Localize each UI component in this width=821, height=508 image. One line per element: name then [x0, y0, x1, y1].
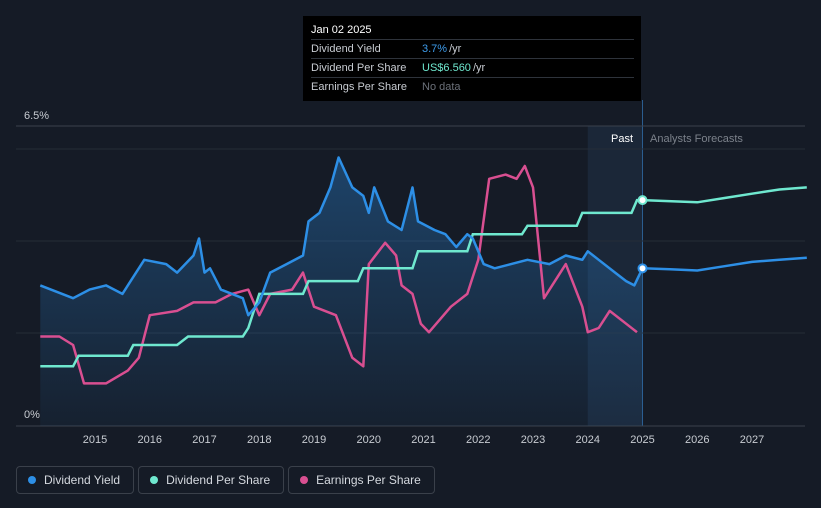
legend-dot-icon: [28, 476, 36, 484]
dividend-per-share-forecast-line: [642, 186, 807, 204]
tooltip-unit: /yr: [449, 43, 462, 55]
tooltip-label: Dividend Yield: [311, 43, 381, 55]
tooltip-unit: /yr: [472, 62, 486, 74]
legend-label: Dividend Yield: [44, 473, 121, 487]
dividend-yield-marker: [637, 263, 648, 274]
legend-dot-icon: [300, 476, 309, 484]
x-tick-label: 2016: [138, 434, 162, 446]
dividend-per-share-marker: [637, 195, 648, 206]
x-tick-label: 2024: [576, 434, 600, 446]
tooltip-value: No data: [422, 81, 461, 93]
x-tick-label: 2021: [411, 434, 435, 446]
x-tick-label: 2025: [630, 434, 654, 446]
tooltip-row-dividend-yield: Dividend Yield 3.7% /yr: [311, 39, 634, 58]
x-tick-label: 2027: [740, 434, 764, 446]
legend: Dividend Yield Dividend Per Share Earnin…: [16, 466, 435, 494]
tooltip-row-earnings-per-share: Earnings Per Share No data: [311, 77, 634, 96]
tooltip-label: Dividend Per Share: [311, 62, 407, 74]
dividend-yield-area: [40, 157, 643, 426]
y-axis-bottom-label: 0%: [24, 409, 40, 421]
chart-labels: 6.5% 0% Past Analysts Forecasts: [24, 110, 743, 421]
dividend-yield-forecast-line: [642, 256, 807, 272]
x-tick-label: 2015: [83, 434, 107, 446]
y-axis-top-label: 6.5%: [24, 110, 49, 122]
tooltip: Jan 02 2025 Dividend Yield 3.7% /yr Divi…: [303, 16, 641, 101]
earnings-per-share-line: [40, 164, 638, 385]
tooltip-row-dividend-per-share: Dividend Per Share US$6.560 /yr: [311, 58, 634, 77]
chart-lines: [39, 156, 807, 385]
legend-dot-icon: [150, 476, 159, 484]
x-axis-ticks: 2015 2016 2017 2018 2019 2020 2021 2022 2023 2024…: [83, 434, 764, 446]
past-region-label: Past: [611, 133, 633, 145]
dividend-yield-line: [39, 156, 644, 317]
legend-item-earnings-per-share[interactable]: Earnings Per Share: [288, 466, 435, 494]
tooltip-date: Jan 02 2025: [311, 24, 372, 36]
legend-item-dividend-per-share[interactable]: Dividend Per Share: [138, 466, 285, 494]
chart-areas: [40, 157, 643, 426]
tooltip-label: Earnings Per Share: [311, 81, 407, 93]
x-tick-label: 2020: [357, 434, 381, 446]
x-tick-label: 2017: [192, 434, 216, 446]
forecast-region-label: Analysts Forecasts: [650, 133, 743, 145]
legend-label: Dividend Per Share: [166, 473, 271, 487]
chart-markers: [637, 195, 648, 274]
x-tick-label: 2022: [466, 434, 490, 446]
x-tick-label: 2023: [521, 434, 545, 446]
x-tick-label: 2019: [302, 434, 326, 446]
x-tick-label: 2018: [247, 434, 271, 446]
legend-item-dividend-yield[interactable]: Dividend Yield: [16, 466, 135, 494]
dividend-per-share-line: [40, 198, 643, 368]
tooltip-value: 3.7%: [422, 43, 448, 55]
tooltip-value: US$6.560: [422, 62, 471, 74]
legend-label: Earnings Per Share: [316, 473, 421, 487]
x-tick-label: 2026: [685, 434, 709, 446]
